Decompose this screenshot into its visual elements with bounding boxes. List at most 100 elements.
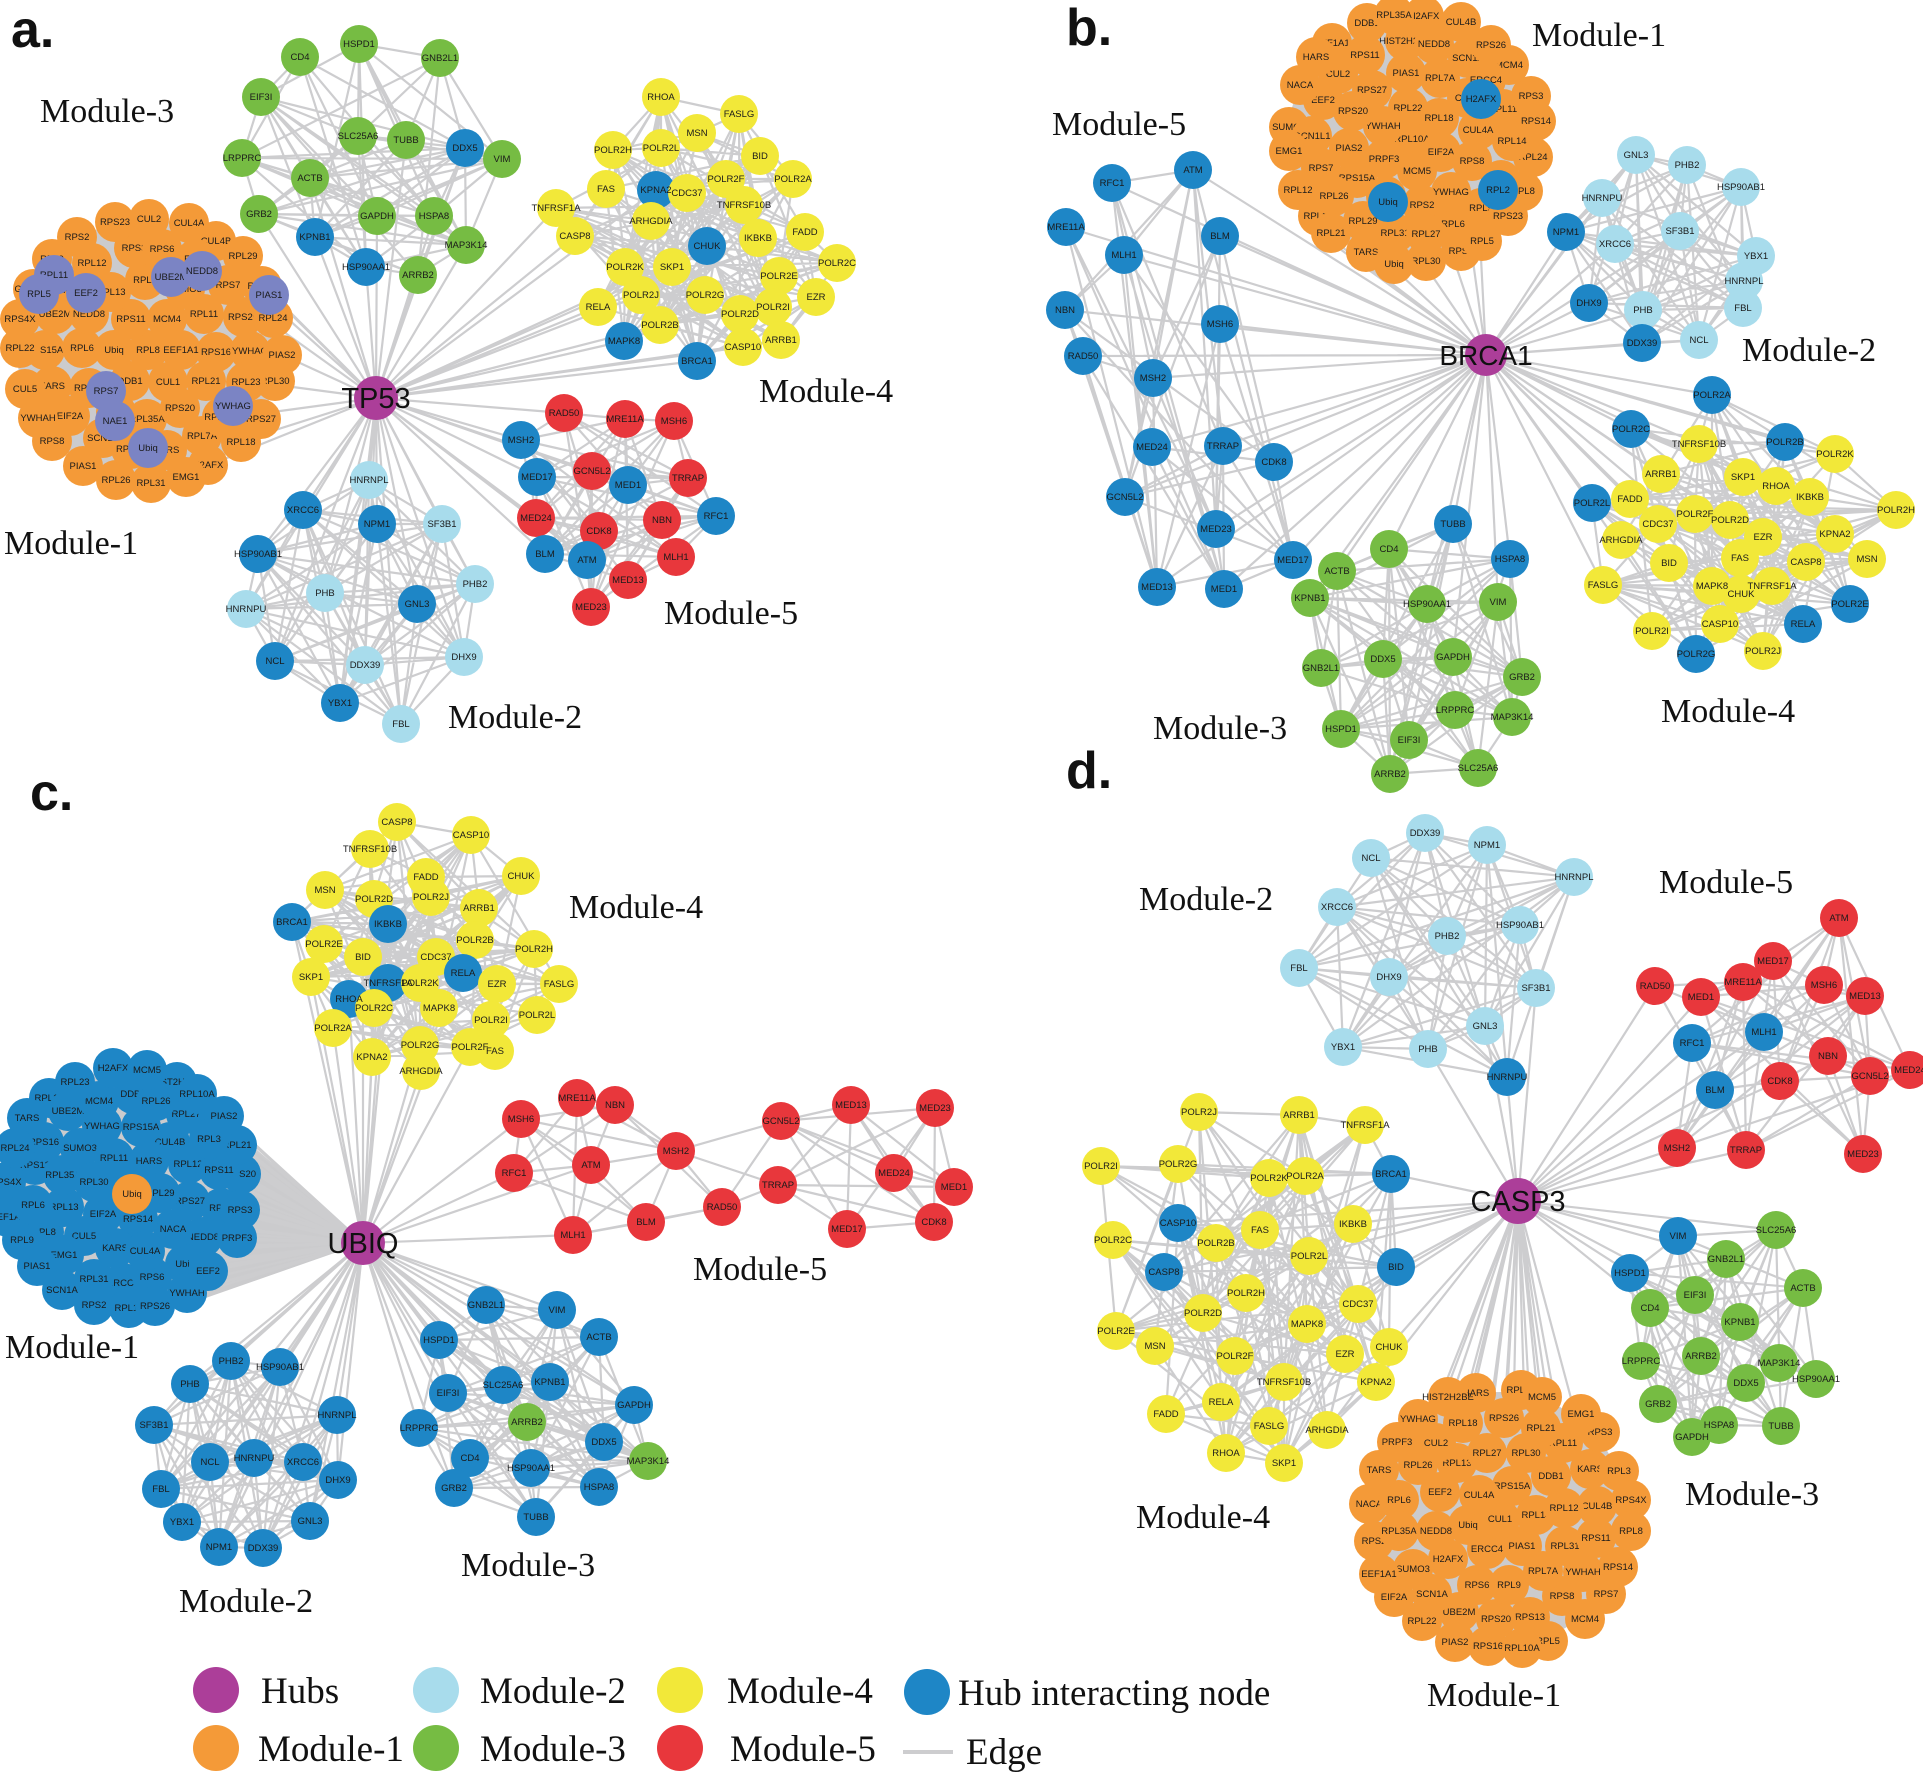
svg-text:RPL6: RPL6 xyxy=(1387,1495,1411,1506)
svg-text:RPS27: RPS27 xyxy=(246,414,276,425)
svg-text:EIF3I: EIF3I xyxy=(437,1388,460,1399)
svg-text:ACTB: ACTB xyxy=(1324,566,1349,577)
svg-text:POLR2F: POLR2F xyxy=(708,174,745,185)
svg-text:POLR2L: POLR2L xyxy=(519,1010,555,1021)
svg-text:DHX9: DHX9 xyxy=(1576,298,1601,309)
svg-text:TNFRSF10B: TNFRSF10B xyxy=(1257,1377,1311,1388)
svg-text:EZR: EZR xyxy=(1754,532,1773,543)
svg-text:NCL: NCL xyxy=(200,1457,219,1468)
svg-text:CASP10: CASP10 xyxy=(725,342,761,353)
svg-text:PRPF3: PRPF3 xyxy=(1382,1437,1413,1448)
svg-text:RPL12: RPL12 xyxy=(1283,185,1312,196)
svg-text:POLR2L: POLR2L xyxy=(1291,1251,1327,1262)
svg-text:RPL8: RPL8 xyxy=(136,345,160,356)
svg-text:RPL9: RPL9 xyxy=(1497,1580,1521,1591)
svg-text:Module-5: Module-5 xyxy=(693,1251,827,1288)
svg-text:POLR2A: POLR2A xyxy=(314,1023,352,1034)
svg-text:LRPPRC: LRPPRC xyxy=(223,153,262,164)
svg-text:EZR: EZR xyxy=(488,979,507,990)
svg-text:MSN: MSN xyxy=(1144,1341,1165,1352)
svg-text:CD4: CD4 xyxy=(1379,544,1398,555)
svg-text:RFC1: RFC1 xyxy=(704,511,729,522)
svg-text:CUL4B: CUL4B xyxy=(201,236,232,247)
svg-text:IKBKB: IKBKB xyxy=(1796,492,1824,503)
svg-text:TUBB: TUBB xyxy=(523,1512,548,1523)
svg-text:TNFRSF10B: TNFRSF10B xyxy=(1672,439,1726,450)
svg-text:NCL: NCL xyxy=(1689,335,1708,346)
svg-text:HIST2H2BE: HIST2H2BE xyxy=(151,1077,203,1088)
svg-text:YWHAG: YWHAG xyxy=(215,401,251,412)
svg-text:RPL27: RPL27 xyxy=(171,1109,200,1120)
svg-text:EEF2: EEF2 xyxy=(196,1266,220,1277)
svg-text:HARS: HARS xyxy=(1463,1388,1489,1399)
svg-text:CASP8: CASP8 xyxy=(381,817,412,828)
svg-text:CUL4B: CUL4B xyxy=(1582,1501,1613,1512)
svg-text:TRRAP: TRRAP xyxy=(1207,441,1239,452)
svg-text:RPS7: RPS7 xyxy=(216,280,241,291)
svg-text:MED1: MED1 xyxy=(1211,584,1237,595)
svg-text:MED1: MED1 xyxy=(615,480,641,491)
svg-text:DDX5: DDX5 xyxy=(1370,654,1395,665)
svg-text:RPL12: RPL12 xyxy=(173,1159,202,1170)
svg-text:BLM: BLM xyxy=(1705,1085,1725,1096)
svg-text:NBN: NBN xyxy=(652,515,672,526)
svg-text:MED17: MED17 xyxy=(1277,555,1309,566)
svg-text:RPL35A: RPL35A xyxy=(45,1170,81,1181)
svg-text:KPNB1: KPNB1 xyxy=(534,1377,565,1388)
svg-text:MAPK8: MAPK8 xyxy=(1291,1319,1323,1330)
svg-text:RPL30: RPL30 xyxy=(79,1177,108,1188)
svg-text:RPS11: RPS11 xyxy=(1350,50,1379,61)
svg-text:HSP90AA1: HSP90AA1 xyxy=(1403,599,1451,610)
svg-text:NPM1: NPM1 xyxy=(1553,227,1579,238)
svg-text:GAPDH: GAPDH xyxy=(1675,1432,1709,1443)
svg-text:RPL10A: RPL10A xyxy=(1394,134,1430,145)
svg-text:RELA: RELA xyxy=(451,968,476,979)
svg-text:CUL1: CUL1 xyxy=(1488,1514,1512,1525)
svg-text:EIF2A: EIF2A xyxy=(90,1209,117,1220)
svg-text:RPL23: RPL23 xyxy=(1506,1385,1535,1396)
svg-text:EMG1: EMG1 xyxy=(1568,1409,1595,1420)
svg-text:RPL13: RPL13 xyxy=(1303,211,1332,222)
svg-text:Ubiq: Ubiq xyxy=(175,1259,195,1270)
svg-text:ARRB1: ARRB1 xyxy=(1283,1110,1315,1121)
svg-text:MSN: MSN xyxy=(686,128,707,139)
svg-text:GCN5L2: GCN5L2 xyxy=(574,466,611,477)
svg-text:H2AFX: H2AFX xyxy=(1433,1554,1464,1565)
svg-text:PIAS1: PIAS1 xyxy=(70,461,97,472)
svg-text:UBE2M: UBE2M xyxy=(1443,1607,1476,1618)
svg-text:DDB1: DDB1 xyxy=(1538,1471,1563,1482)
svg-text:MCM4: MCM4 xyxy=(1571,1614,1599,1625)
svg-text:POLR2J: POLR2J xyxy=(623,290,659,301)
svg-text:NACA: NACA xyxy=(160,1224,187,1235)
svg-text:GAPDH: GAPDH xyxy=(617,1400,651,1411)
svg-text:NAE1: NAE1 xyxy=(103,416,128,427)
svg-text:EEF1A1: EEF1A1 xyxy=(163,345,198,356)
svg-text:BID: BID xyxy=(1661,558,1677,569)
svg-text:FBL: FBL xyxy=(392,719,409,730)
svg-text:YBX1: YBX1 xyxy=(1331,1042,1355,1053)
svg-text:PRPF3: PRPF3 xyxy=(222,1233,253,1244)
svg-text:FASLG: FASLG xyxy=(1588,580,1619,591)
svg-text:PIAS1: PIAS1 xyxy=(1509,1541,1536,1552)
svg-text:ARHGDIA: ARHGDIA xyxy=(399,1066,443,1077)
svg-text:HSPD1: HSPD1 xyxy=(343,39,375,50)
svg-text:Module-3: Module-3 xyxy=(40,93,174,130)
svg-text:POLR2B: POLR2B xyxy=(641,320,679,331)
svg-text:RPS23: RPS23 xyxy=(100,217,130,228)
svg-text:MED24: MED24 xyxy=(878,1168,910,1179)
svg-text:DDX39: DDX39 xyxy=(350,660,381,671)
svg-text:RHOA: RHOA xyxy=(647,92,675,103)
svg-text:Module-2: Module-2 xyxy=(1742,332,1876,369)
svg-text:H2AFX: H2AFX xyxy=(1409,11,1440,22)
svg-text:Module-4: Module-4 xyxy=(1661,693,1795,730)
svg-text:DDX5: DDX5 xyxy=(1733,1378,1758,1389)
svg-text:RPL13: RPL13 xyxy=(1442,1458,1471,1469)
svg-text:RPL21: RPL21 xyxy=(1526,1423,1555,1434)
svg-text:SCN1A: SCN1A xyxy=(1452,53,1484,64)
svg-text:MED13: MED13 xyxy=(1141,582,1173,593)
svg-text:ARHGDIA: ARHGDIA xyxy=(1599,535,1643,546)
svg-text:CHUK: CHUK xyxy=(1728,589,1756,600)
svg-text:Module-1: Module-1 xyxy=(4,525,138,562)
svg-text:POLR2G: POLR2G xyxy=(686,290,725,301)
svg-text:DDX5: DDX5 xyxy=(591,1437,616,1448)
